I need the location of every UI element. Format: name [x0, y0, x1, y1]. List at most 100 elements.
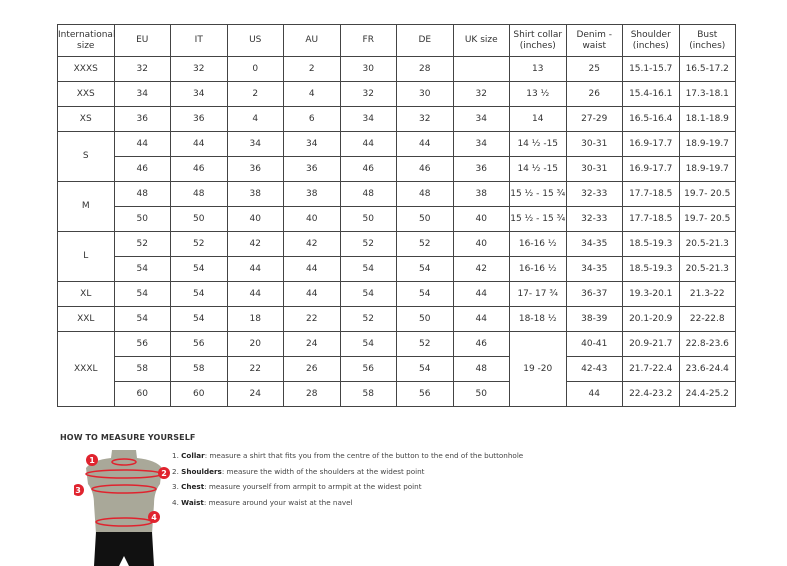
- table-cell: 14 ½ -15: [509, 131, 567, 157]
- table-cell: 2: [283, 56, 341, 82]
- column-header: Shirt collar (inches): [509, 24, 567, 57]
- table-cell: 44: [339, 131, 397, 157]
- size-cell: XXL: [57, 306, 115, 332]
- table-cell: 52: [170, 231, 228, 257]
- guide-title: HOW TO MEASURE YOURSELF: [60, 433, 196, 442]
- table-cell: 42: [452, 256, 510, 282]
- table-cell: 36: [226, 156, 284, 182]
- table-row: XS 36 36 4 6 34 32 34 14 27-29 16.5-16.4 18.1-18.9: [57, 106, 736, 132]
- table-row: M 48 48 38 38 48 48 38 15 ½ - 15 ¾ 32-33 17.7-18.5…: [57, 181, 736, 232]
- table-cell: 13 ½: [509, 81, 567, 107]
- table-cell: 54: [339, 256, 397, 282]
- table-cell: 17- 17 ¾: [509, 281, 567, 307]
- marker-2-icon: [158, 467, 170, 479]
- table-cell: 52: [339, 306, 397, 332]
- table-row: XXS 34 34 2 4 32 30 32 13 ½ 26 15.4-16.1 17.3-18.1: [57, 81, 736, 107]
- table-cell: 54: [339, 331, 397, 357]
- table-cell: 22.8-23.6: [678, 331, 736, 357]
- table-row: 46 46 36 36 46 46 36 14 ½ -15 30-31 16.9-17.7 18.9…: [58, 156, 736, 182]
- size-cell: M: [57, 181, 115, 232]
- table-cell: 14: [509, 106, 567, 132]
- table-cell: 48: [452, 356, 510, 382]
- table-cell: 34: [283, 131, 341, 157]
- table-cell: 46: [170, 156, 228, 182]
- table-cell: 44: [170, 131, 228, 157]
- table-row: XXXL 56 56 20 24 54 52 46 19 -20 40-41 20.9-21.7 22…: [57, 331, 736, 407]
- table-cell: 56: [396, 381, 454, 407]
- table-cell: 36-37: [565, 281, 623, 307]
- table-cell: 50: [396, 306, 454, 332]
- table-cell: [452, 56, 510, 82]
- step-waist: 4. Waist: measure around your waist at t…: [172, 498, 353, 508]
- table-cell: 28: [396, 56, 454, 82]
- marker-1-label: 1: [89, 456, 95, 465]
- table-cell: 16.9-17.7: [622, 156, 680, 182]
- table-cell: 18.1-18.9: [678, 106, 736, 132]
- table-cell: 44: [113, 131, 171, 157]
- column-header: DE: [396, 24, 454, 57]
- table-cell: 6: [283, 106, 341, 132]
- marker-3-icon: [74, 484, 84, 496]
- table-cell: 54: [113, 306, 171, 332]
- table-cell: 30-31: [565, 131, 623, 157]
- table-cell: 42: [226, 231, 284, 257]
- table-cell: 42-43: [565, 356, 623, 382]
- size-cell: XS: [57, 106, 115, 132]
- table-cell: 40: [283, 206, 341, 232]
- table-cell: 54: [396, 281, 454, 307]
- table-cell: 30: [396, 81, 454, 107]
- column-header: FR: [339, 24, 397, 57]
- table-cell: 22.4-23.2: [622, 381, 680, 407]
- shorts-shape: [94, 532, 154, 566]
- table-row: XXL 54 54 18 22 52 50 44 18-18 ½ 38-39 20.1-20.9 22…: [57, 306, 736, 332]
- table-cell: 16.5-17.2: [678, 56, 736, 82]
- table-cell: 54: [113, 256, 171, 282]
- table-cell: 50: [113, 206, 171, 232]
- table-cell: 20.5-21.3: [678, 256, 736, 282]
- column-header: US: [226, 24, 284, 57]
- marker-4-icon: [148, 511, 160, 523]
- table-cell: 17.7-18.5: [622, 206, 680, 232]
- table-cell: 48: [113, 181, 171, 207]
- table-cell: 17.3-18.1: [678, 81, 736, 107]
- table-cell: 44: [452, 281, 510, 307]
- table-cell: 46: [113, 156, 171, 182]
- marker-1-icon: [86, 454, 98, 466]
- table-cell: 44: [226, 256, 284, 282]
- marker-4-label: 4: [151, 513, 157, 522]
- table-cell: 58: [339, 381, 397, 407]
- table-cell: 28: [283, 381, 341, 407]
- table-cell: 58: [113, 356, 171, 382]
- table-cell: 30: [339, 56, 397, 82]
- table-cell: 17.7-18.5: [622, 181, 680, 207]
- table-cell: 32-33: [565, 206, 623, 232]
- table-cell: 2: [226, 81, 284, 107]
- column-header: International size: [57, 24, 115, 57]
- table-cell: 32: [170, 56, 228, 82]
- column-header: EU: [113, 24, 171, 57]
- column-header: Bust (inches): [678, 24, 736, 57]
- table-cell: 32: [113, 56, 171, 82]
- table-cell: 24.4-25.2: [678, 381, 736, 407]
- table-cell: 15 ½ - 15 ¾: [509, 206, 567, 232]
- marker-icons: [74, 454, 170, 523]
- table-row: 50 50 40 40 50 50 40 15 ½ - 15 ¾ 32-33 17.7-18.5 1…: [58, 206, 736, 232]
- table-cell: 21.3-22: [678, 281, 736, 307]
- table-cell: 54: [170, 306, 228, 332]
- table-cell: 24: [226, 381, 284, 407]
- table-cell: 56: [339, 356, 397, 382]
- step-shoulders: 2. Shoulders: measure the width of the s…: [172, 466, 425, 476]
- table-cell: 16.9-17.7: [622, 131, 680, 157]
- table-cell: 14 ½ -15: [509, 156, 567, 182]
- table-cell: 36: [283, 156, 341, 182]
- table-cell: 38: [452, 181, 510, 207]
- table-cell: 19 -20: [509, 331, 567, 407]
- table-cell: 50: [452, 381, 510, 407]
- table-cell: 44: [396, 131, 454, 157]
- table-cell: 54: [396, 256, 454, 282]
- table-cell: 18: [226, 306, 284, 332]
- table-cell: 50: [339, 206, 397, 232]
- table-cell: 26: [283, 356, 341, 382]
- table-cell: 56: [113, 331, 171, 357]
- table-cell: 34: [452, 106, 510, 132]
